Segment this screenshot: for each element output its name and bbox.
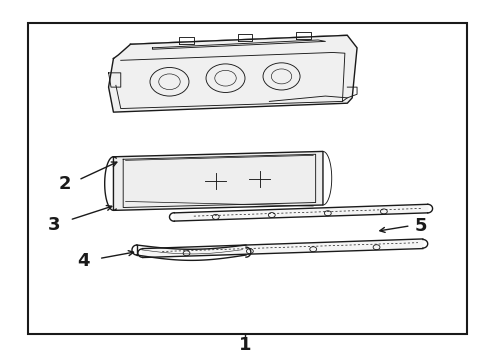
Polygon shape: [114, 152, 323, 210]
Polygon shape: [109, 35, 357, 112]
Text: 5: 5: [414, 217, 427, 235]
Text: 1: 1: [239, 336, 251, 354]
Polygon shape: [130, 35, 347, 60]
Bar: [28, 23, 466, 334]
Text: 4: 4: [77, 252, 90, 270]
Polygon shape: [174, 204, 428, 221]
Text: 2: 2: [58, 175, 71, 193]
Text: 3: 3: [48, 216, 60, 234]
Polygon shape: [143, 239, 423, 257]
